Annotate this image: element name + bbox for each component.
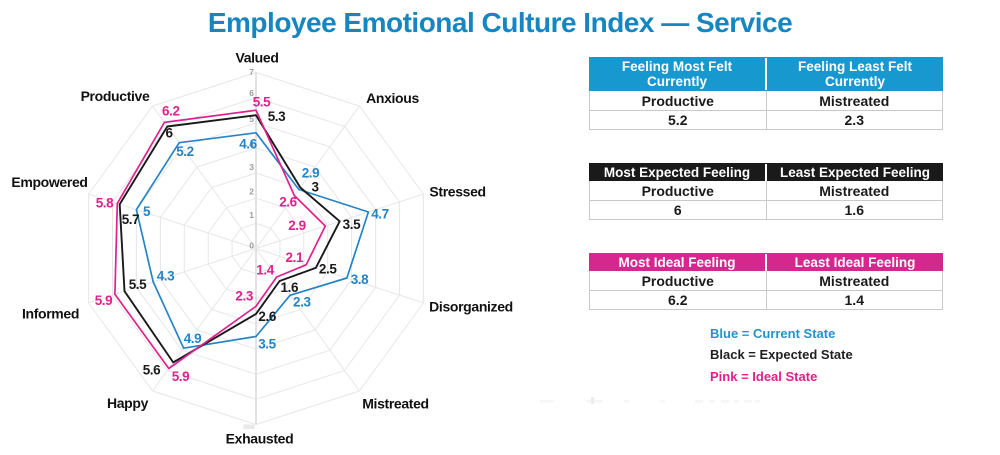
svg-text:5.5: 5.5 [253,94,271,109]
svg-text:Mistreated: Mistreated [362,396,429,412]
svg-text:3.5: 3.5 [343,217,361,232]
svg-text:2.1: 2.1 [286,250,304,265]
svg-text:5: 5 [249,114,254,124]
svg-text:2.3: 2.3 [293,294,311,309]
svg-text:Anxious: Anxious [366,90,419,106]
svg-text:Stressed: Stressed [429,183,485,199]
svg-text:1.4: 1.4 [256,262,274,277]
svg-text:6.2: 6.2 [162,104,180,119]
svg-text:Happy: Happy [107,395,149,411]
svg-text:4.9: 4.9 [184,331,202,346]
svg-text:6: 6 [249,88,254,98]
svg-text:2.6: 2.6 [279,195,297,210]
svg-text:2.6: 2.6 [258,309,276,324]
svg-text:1.6: 1.6 [281,280,299,295]
svg-text:5: 5 [143,204,151,219]
svg-text:4.6: 4.6 [239,137,257,152]
svg-text:4.7: 4.7 [371,207,389,222]
svg-text:1: 1 [249,210,254,220]
svg-text:Disorganized: Disorganized [429,299,513,315]
svg-text:Exhausted: Exhausted [226,431,294,447]
svg-text:Productive: Productive [81,88,150,104]
svg-text:5.6: 5.6 [143,363,161,378]
svg-text:5.9: 5.9 [95,293,113,308]
svg-text:5.5: 5.5 [129,277,147,292]
svg-text:5.8: 5.8 [96,196,114,211]
svg-text:3: 3 [249,162,254,172]
svg-text:7: 7 [249,67,254,77]
svg-text:4: 4 [249,139,254,149]
svg-text:Valued: Valued [235,50,278,66]
svg-text:3.5: 3.5 [258,337,276,352]
svg-text:2.5: 2.5 [319,261,337,276]
svg-text:Informed: Informed [22,306,79,322]
svg-text:2.9: 2.9 [302,166,320,181]
svg-text:5.2: 5.2 [176,144,194,159]
svg-text:0: 0 [249,240,254,250]
svg-text:5.3: 5.3 [268,109,286,124]
svg-text:5.9: 5.9 [172,369,190,384]
svg-text:3.8: 3.8 [351,272,369,287]
svg-text:5.7: 5.7 [122,212,140,227]
svg-text:Empowered: Empowered [11,174,87,190]
svg-text:2.9: 2.9 [288,218,306,233]
svg-text:4.3: 4.3 [157,269,175,284]
svg-text:2: 2 [249,187,254,197]
svg-text:6: 6 [165,126,173,141]
svg-text:3: 3 [311,180,319,195]
svg-text:2.3: 2.3 [235,289,253,304]
